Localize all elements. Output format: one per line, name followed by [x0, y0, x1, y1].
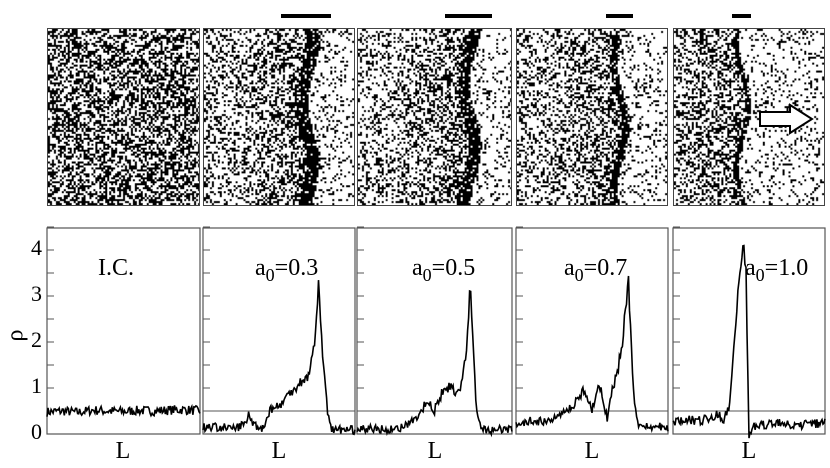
x-axis-label: L: [427, 438, 443, 464]
panel-annotation: I.C.: [98, 255, 134, 281]
band-width-bar: [445, 14, 492, 18]
y-tick: 0: [31, 419, 42, 444]
y-tick: 1: [31, 373, 42, 398]
plot-frame: [356, 227, 513, 435]
x-axis-label: L: [271, 438, 287, 464]
band-width-bar: [281, 14, 332, 18]
x-axis-label: L: [741, 438, 757, 464]
panel-annotation: a0=1.0: [745, 255, 809, 285]
plot-frame: [202, 227, 356, 435]
density-snapshot: [203, 28, 355, 206]
y-tick: 2: [31, 327, 42, 352]
density-snapshot: [516, 28, 668, 206]
x-axis-label: L: [584, 438, 600, 464]
panel-annotation: a0=0.5: [412, 255, 476, 285]
y-tick: 4: [31, 235, 42, 260]
density-profile-line: [356, 289, 513, 438]
density-profile-line: [515, 275, 669, 434]
plot-frame: [46, 227, 201, 435]
density-snapshot: [47, 28, 200, 206]
panel-annotation: a0=0.3: [255, 255, 319, 285]
band-width-bar: [732, 14, 751, 18]
band-width-bar: [605, 14, 634, 18]
density-profile-line: [46, 403, 201, 418]
density-snapshot: [357, 28, 512, 206]
y-tick: 3: [31, 281, 42, 306]
density-profile-line: [672, 244, 826, 439]
panel-annotation: a0=0.7: [564, 255, 628, 285]
x-axis-label: L: [115, 438, 131, 464]
right-arrow-icon: [759, 103, 814, 135]
density-profile-line: [202, 280, 356, 436]
plot-frame: [515, 227, 669, 435]
